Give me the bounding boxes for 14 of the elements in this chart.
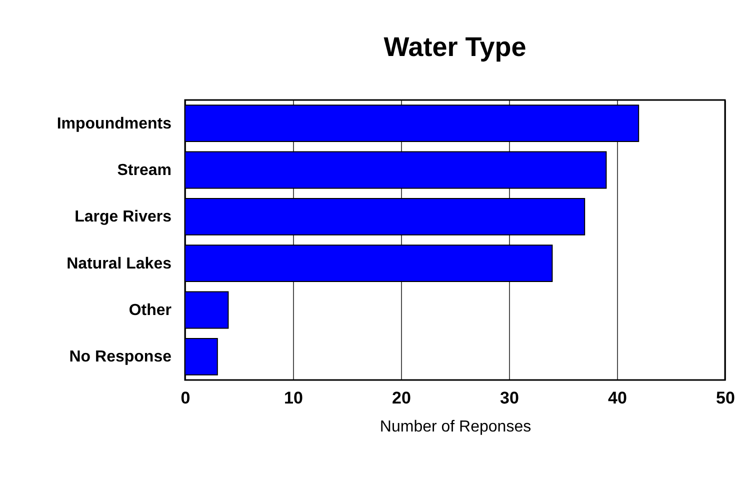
y-tick-label: Stream [117, 162, 172, 179]
y-tick-label: Other [128, 302, 172, 319]
x-tick-label: 40 [608, 388, 627, 408]
x-tick-label: 30 [500, 388, 519, 408]
x-tick-label: 50 [716, 388, 735, 408]
x-tick-label: 0 [180, 388, 190, 408]
chart-title: Water Type [384, 32, 526, 62]
y-tick-label: Large Rivers [74, 208, 172, 226]
x-axis-title: Number of Reponses [380, 418, 532, 436]
y-tick-label: Natural Lakes [66, 255, 172, 272]
y-tick-label: No Response [69, 348, 172, 366]
x-tick-label: 20 [392, 388, 411, 408]
y-tick-label: Impoundments [56, 115, 172, 132]
x-tick-label: 10 [284, 388, 303, 408]
